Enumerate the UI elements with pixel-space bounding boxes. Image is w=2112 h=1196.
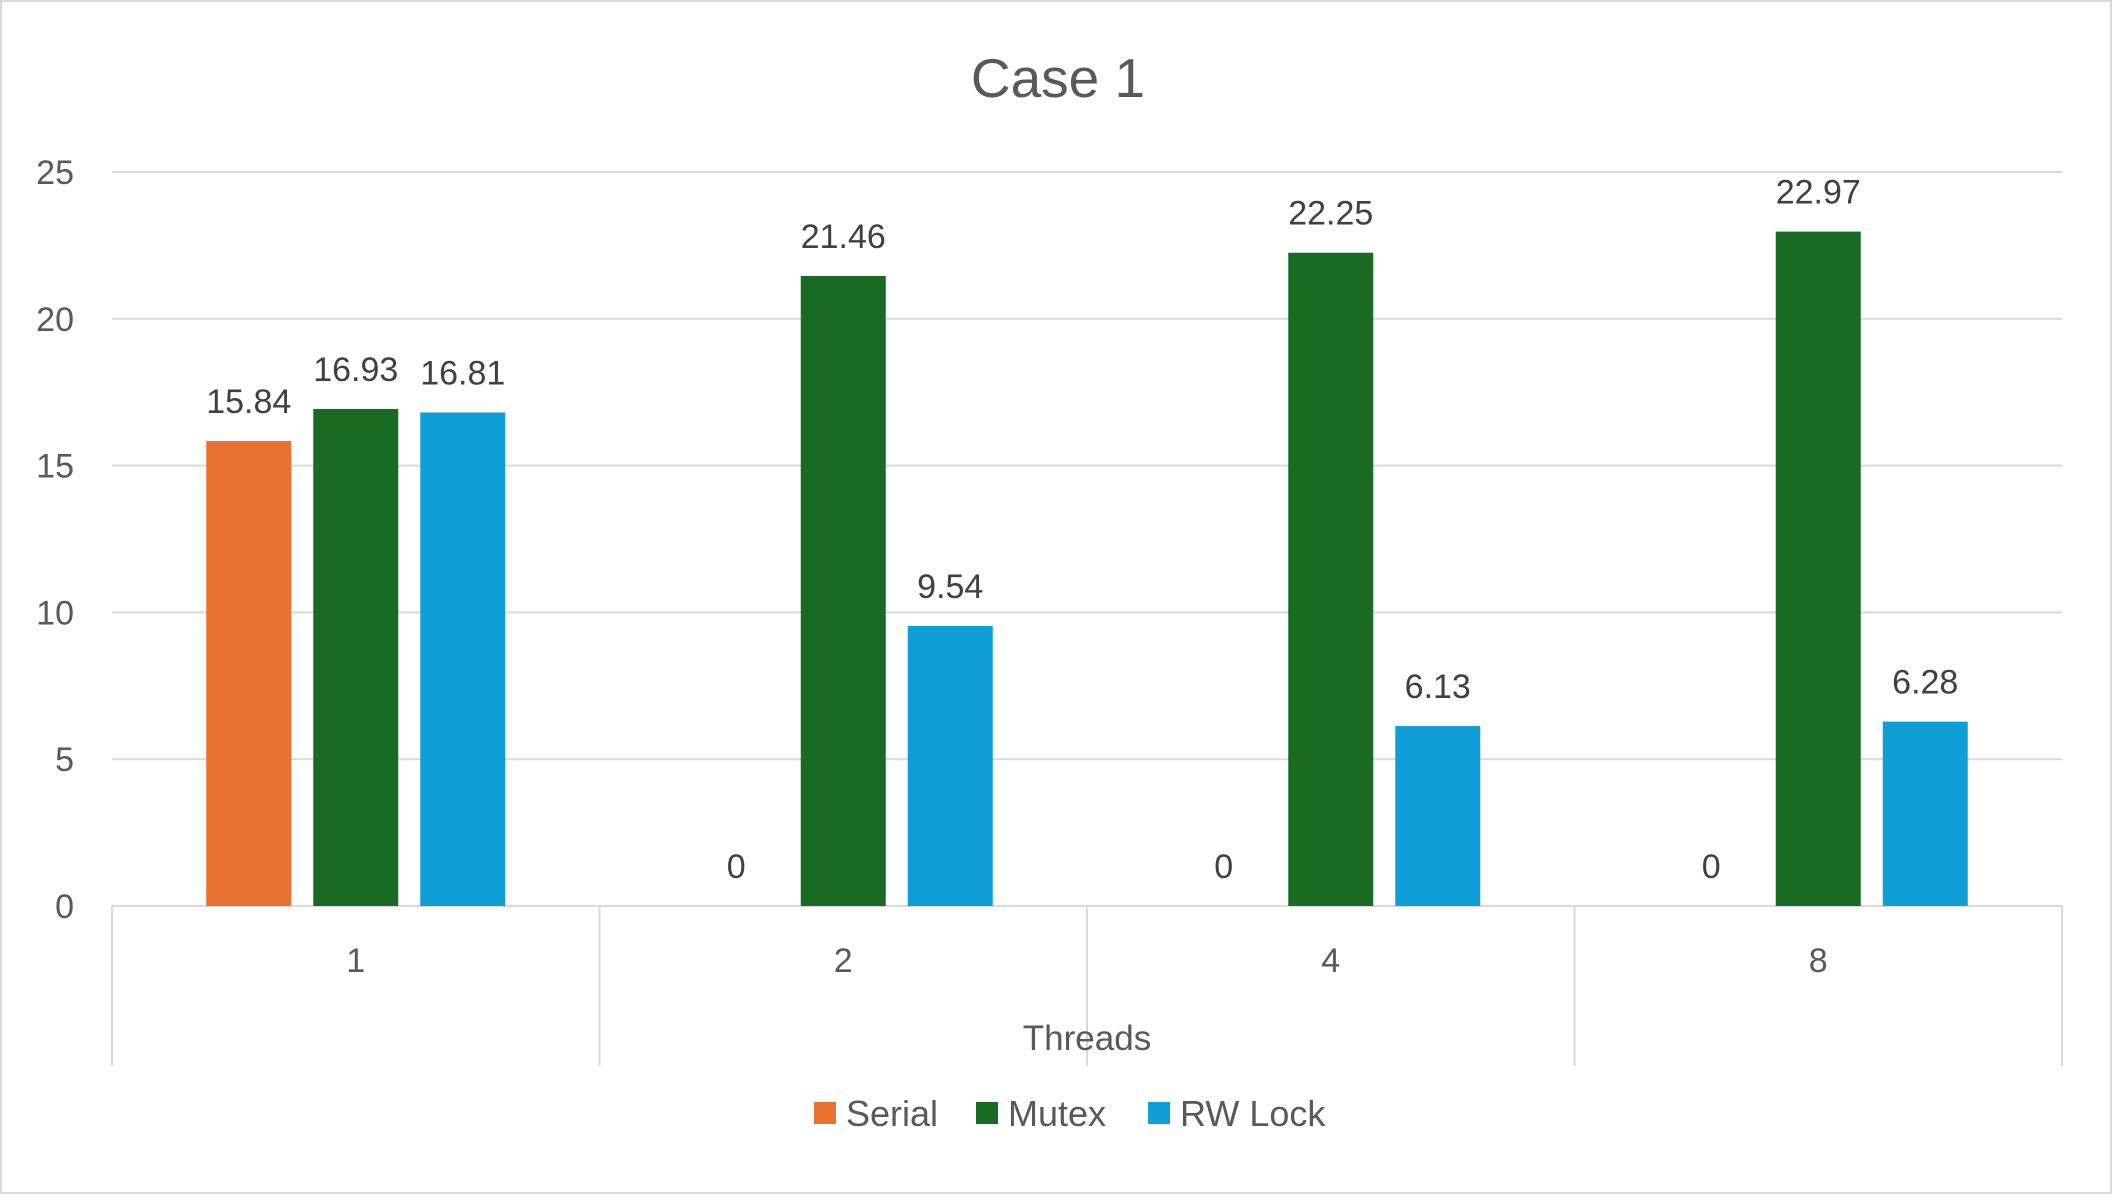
y-tick-label: 20 <box>36 301 74 339</box>
x-tick-label: 4 <box>1321 942 1340 980</box>
data-label-serial: 0 <box>727 848 746 886</box>
bar-rw-lock <box>907 625 993 906</box>
legend-swatch-rw-lock <box>1148 1102 1170 1124</box>
bar-rw-lock <box>1882 721 1968 906</box>
y-tick-label: 0 <box>55 888 74 926</box>
legend-label-rw-lock: RW Lock <box>1180 1093 1326 1134</box>
bars <box>206 231 1968 907</box>
y-tick-label: 5 <box>55 741 74 779</box>
legend-label-mutex: Mutex <box>1008 1093 1106 1134</box>
x-tick-label: 8 <box>1809 942 1828 980</box>
x-axis-ticks: 1 2 4 8 <box>346 942 1827 980</box>
bar-mutex <box>1775 231 1861 906</box>
data-label-rw-lock: 6.13 <box>1405 668 1471 706</box>
gridlines <box>112 171 2062 761</box>
y-tick-label: 25 <box>36 154 74 192</box>
legend-swatch-serial <box>814 1102 836 1124</box>
y-tick-label: 15 <box>36 448 74 486</box>
legend-swatch-mutex <box>976 1102 998 1124</box>
y-tick-label: 10 <box>36 594 74 632</box>
bar-serial <box>206 440 292 906</box>
data-label-mutex: 16.93 <box>313 351 398 389</box>
x-axis-title: Threads <box>1023 1019 1151 1058</box>
data-label-serial: 0 <box>1702 848 1721 886</box>
bar-mutex <box>313 408 399 906</box>
x-tick-label: 2 <box>834 942 853 980</box>
legend-label-serial: Serial <box>846 1093 938 1134</box>
bar-mutex <box>800 275 886 906</box>
data-label-mutex: 21.46 <box>801 218 886 256</box>
data-label-mutex: 22.97 <box>1776 174 1861 212</box>
data-label-rw-lock: 16.81 <box>420 354 505 392</box>
data-label-serial: 0 <box>1214 848 1233 886</box>
data-label-serial: 15.84 <box>206 383 291 421</box>
x-tick-label: 1 <box>346 942 365 980</box>
y-axis-ticks: 0 5 10 15 20 25 <box>36 154 74 926</box>
data-labels: 15.84 16.93 16.81 0 21.46 9.54 0 22.25 6.13 0 22.9… <box>206 174 1958 886</box>
data-label-rw-lock: 9.54 <box>917 568 983 606</box>
chart-title: Case 1 <box>971 47 1145 109</box>
bar-mutex <box>1288 252 1374 907</box>
legend: Serial Mutex RW Lock <box>814 1093 1326 1134</box>
data-label-rw-lock: 6.28 <box>1892 664 1958 702</box>
data-label-mutex: 22.25 <box>1288 195 1373 233</box>
bar-rw-lock <box>420 412 506 906</box>
bar-rw-lock <box>1395 726 1481 906</box>
